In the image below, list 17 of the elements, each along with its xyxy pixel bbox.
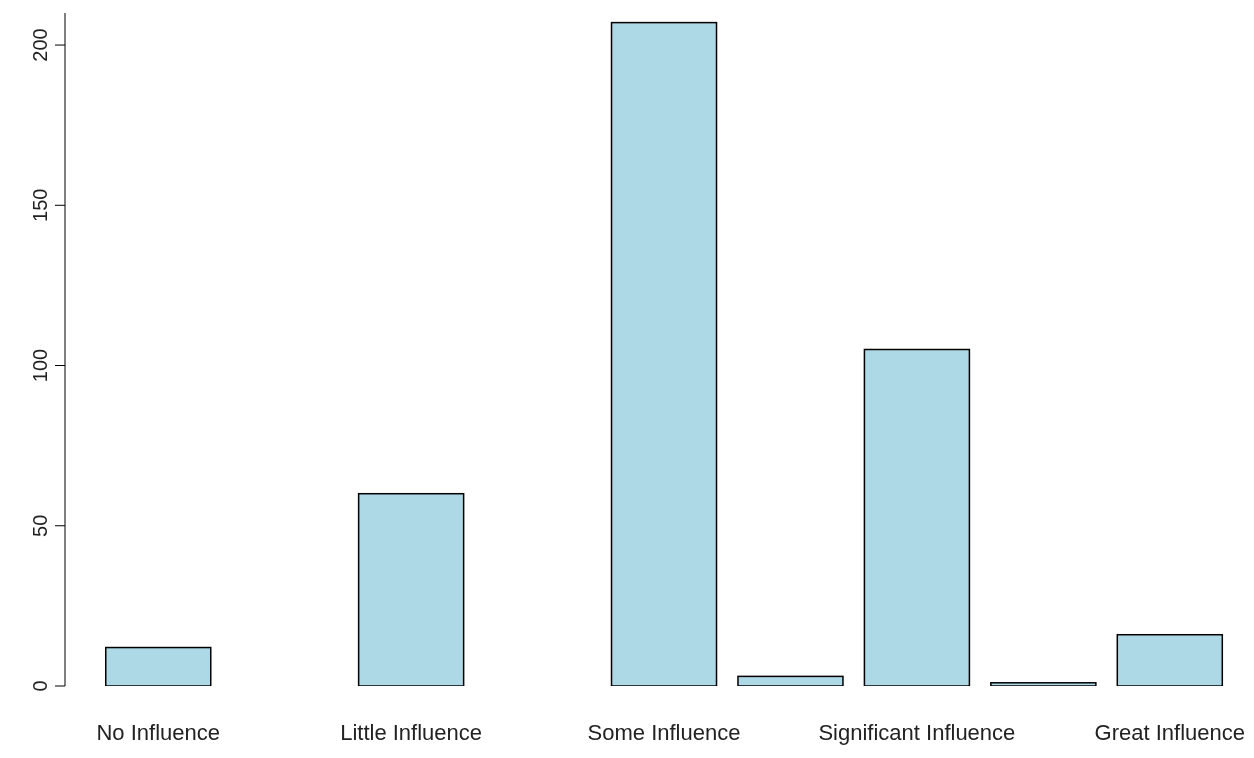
bar (357, 492, 465, 686)
bar (737, 675, 844, 686)
x-tick-label: Significant Influence (818, 720, 1016, 745)
x-tick-label: Some Influence (587, 720, 741, 745)
y-tick-label: 200 (29, 28, 51, 62)
y-tick-label: 100 (29, 348, 51, 383)
x-tick-label: Little Influence (340, 720, 483, 745)
bar (105, 646, 212, 686)
y-tick-label: 0 (29, 680, 51, 692)
bar (863, 348, 971, 686)
bar (990, 682, 1097, 686)
bar (1116, 633, 1224, 686)
x-tick-label: No Influence (96, 720, 220, 745)
y-tick-label: 50 (29, 514, 51, 537)
y-tick-label: 150 (29, 188, 51, 222)
x-tick-label: Great Influence (1094, 720, 1245, 745)
bar (610, 21, 718, 686)
